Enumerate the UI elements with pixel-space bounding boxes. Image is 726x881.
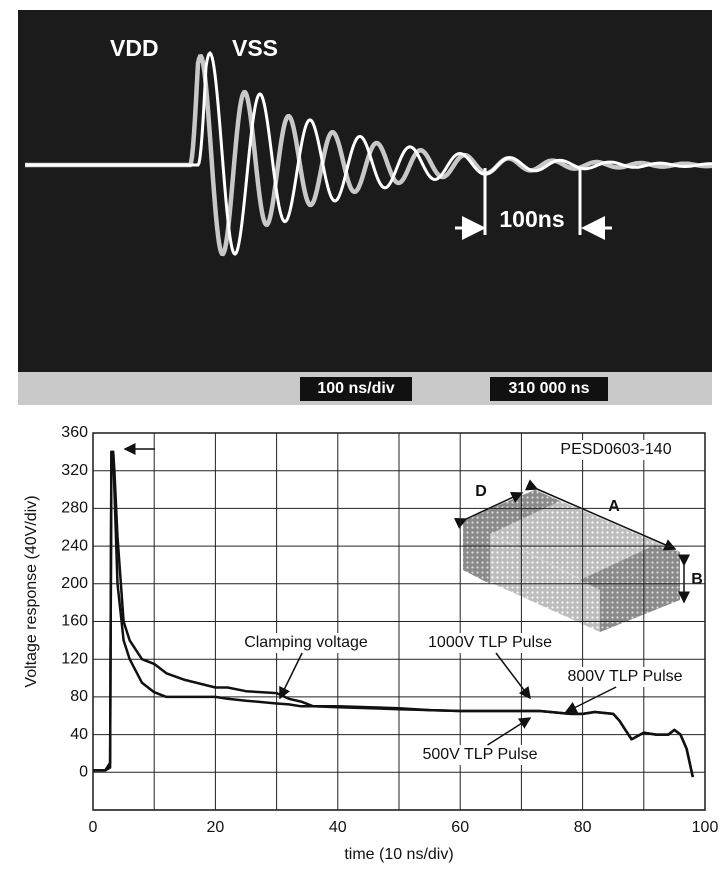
timebase: 100 ns/div bbox=[317, 380, 394, 397]
dimension-label: A bbox=[608, 498, 620, 515]
line-series bbox=[93, 450, 695, 778]
annotation-arrow bbox=[495, 652, 531, 700]
y-tick-label: 240 bbox=[61, 537, 88, 554]
y-tick-label: 360 bbox=[61, 424, 88, 441]
label-box bbox=[490, 377, 608, 401]
y-tick-label: 280 bbox=[61, 500, 88, 517]
scope-trace bbox=[25, 51, 713, 256]
marker-label: 100ns bbox=[499, 206, 564, 232]
label-bg bbox=[406, 745, 554, 765]
y-tick-label: 160 bbox=[61, 613, 88, 630]
y-axis-label: Voltage response (40V/div) bbox=[23, 495, 40, 687]
x-tick-label: 0 bbox=[89, 819, 98, 836]
label-bg bbox=[226, 633, 386, 653]
x-tick-label: 40 bbox=[329, 819, 347, 836]
annotation: Clamping voltage bbox=[244, 634, 368, 651]
series-label: 1000V TLP Pulse bbox=[428, 634, 552, 651]
trace-label: VDD bbox=[110, 35, 159, 61]
scope-screen bbox=[18, 10, 712, 372]
x-axis-label: time (10 ns/div) bbox=[344, 846, 453, 863]
label-bg bbox=[549, 667, 701, 687]
annotation: PESD0603-140 bbox=[560, 441, 671, 458]
annotation-arrow bbox=[564, 686, 617, 713]
trace-label: VSS bbox=[232, 35, 278, 61]
y-tick-label: 0 bbox=[79, 764, 88, 781]
scope-waveforms bbox=[25, 51, 713, 257]
annotation-arrow bbox=[279, 652, 303, 700]
component-illustration bbox=[453, 479, 690, 632]
x-tick-label: 80 bbox=[574, 819, 592, 836]
x-tick-label: 60 bbox=[451, 819, 469, 836]
label-bg bbox=[409, 633, 571, 653]
y-tick-label: 120 bbox=[61, 650, 88, 667]
x-tick-label: 20 bbox=[207, 819, 225, 836]
dimension-label: D bbox=[475, 483, 487, 500]
annotation-arrow bbox=[487, 717, 532, 746]
series-label: 500V TLP Pulse bbox=[422, 746, 537, 763]
time-position: 310 000 ns bbox=[509, 380, 590, 397]
y-tick-label: 200 bbox=[61, 575, 88, 592]
y-tick-label: 80 bbox=[70, 688, 88, 705]
y-tick-label: 320 bbox=[61, 462, 88, 479]
label-box bbox=[300, 377, 412, 401]
dimension-label: B bbox=[691, 571, 703, 588]
y-tick-label: 40 bbox=[70, 726, 88, 743]
label-bg bbox=[541, 440, 691, 460]
annotation: 800V TLP Pulse bbox=[567, 668, 682, 685]
x-tick-label: 100 bbox=[692, 819, 719, 836]
